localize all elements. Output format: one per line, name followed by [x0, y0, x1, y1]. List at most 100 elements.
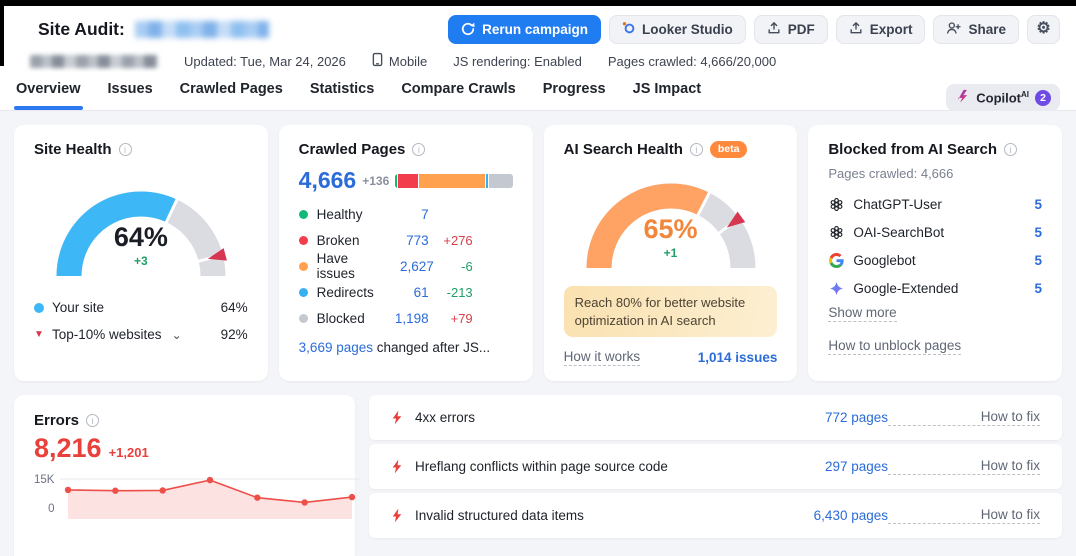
blocked-from-ai-title: Blocked from AI Search [828, 141, 998, 158]
have-issues-dot [298, 261, 308, 271]
info-icon[interactable]: i [412, 143, 426, 156]
js-rendering-status: JS rendering: Enabled [453, 53, 582, 69]
info-icon[interactable]: i [1004, 143, 1018, 156]
rerun-campaign-button[interactable]: Rerun campaign [448, 14, 601, 44]
ai-issues-link[interactable]: 1,014 issues [697, 350, 778, 366]
bot-row-google-extended: Google-Extended 5 [828, 274, 1042, 302]
looker-studio-button[interactable]: Looker Studio [608, 14, 746, 44]
how-to-fix-link[interactable]: How to fix [888, 458, 1040, 475]
info-icon[interactable]: i [689, 143, 703, 156]
mobile-icon [372, 52, 383, 70]
ai-search-health-title: AI Search Health [563, 141, 683, 158]
device-type: Mobile [372, 52, 427, 70]
benchmark-value: 92% [220, 327, 248, 342]
errors-card: Errors i 8,216 +1,201 15K 0 [14, 395, 361, 556]
redirects-dot [298, 287, 308, 297]
bot-row-googlebot: Googlebot 5 [828, 246, 1042, 274]
benchmark-row[interactable]: ▼ Top-10% websites ⌄ 92% [34, 327, 248, 342]
errors-title: Errors [34, 412, 80, 429]
top-issues-list: 4xx errors 772 pages How to fix Hreflang… [369, 395, 1062, 556]
error-bolt-icon [391, 458, 403, 475]
issue-row-4xx[interactable]: 4xx errors 772 pages How to fix [369, 395, 1062, 440]
page-title: Site Audit: [38, 18, 125, 39]
audit-meta-row: Updated: Tue, Mar 24, 2026 Mobile JS ren… [0, 44, 1076, 71]
site-health-card: Site Health i 64% +3 Your site 64% [14, 125, 268, 381]
broken-dot [298, 235, 308, 245]
export-button[interactable]: Export [835, 14, 926, 44]
chevron-down-icon: ⌄ [171, 327, 182, 342]
issue-pages-link[interactable]: 772 pages [824, 410, 888, 425]
crawled-pages-title: Crawled Pages [298, 141, 406, 158]
ai-delta: +1 [663, 246, 678, 260]
looker-studio-icon [622, 21, 635, 37]
your-site-dot [34, 302, 44, 313]
site-health-score: 64% [113, 222, 168, 252]
blocked-dot [298, 313, 308, 323]
ai-score: 65% [643, 214, 698, 244]
y-axis-max: 15K [34, 474, 55, 486]
js-changed-footer: 3,669 pages changed after JS... [298, 340, 491, 355]
how-to-fix-link[interactable]: How to fix [888, 409, 1040, 426]
share-person-icon [946, 21, 962, 38]
issue-pages-link[interactable]: 6,430 pages [813, 508, 888, 523]
beta-badge: beta [709, 141, 748, 158]
issue-row-hreflang[interactable]: Hreflang conflicts within page source co… [369, 444, 1062, 489]
issue-row-structured-data[interactable]: Invalid structured data items 6,430 page… [369, 493, 1062, 538]
header: Site Audit: Rerun campaign Looker Studio… [0, 0, 1076, 111]
how-to-fix-link[interactable]: How to fix [888, 507, 1040, 524]
tab-statistics[interactable]: Statistics [309, 81, 375, 97]
pages-changed-link[interactable]: 3,669 pages [298, 340, 373, 355]
blocked-pages-crawled: Pages crawled: 4,666 [828, 166, 954, 181]
legend-row-have-issues: Have issues 2,627 -6 [298, 251, 513, 281]
info-icon[interactable]: i [118, 143, 132, 156]
bot-row-oai-searchbot: OAI-SearchBot 5 [828, 218, 1042, 246]
triangle-down-icon: ▼ [34, 329, 44, 340]
header-actions: Rerun campaign Looker Studio PDF Export … [448, 14, 1060, 44]
tab-crawled-pages[interactable]: Crawled Pages [179, 81, 283, 97]
site-health-gauge: 64% +3 [34, 168, 248, 286]
legend-row-blocked: Blocked 1,198 +79 [298, 305, 513, 331]
campaign-name-redacted [134, 20, 269, 38]
updated-date: Updated: Tue, Mar 24, 2026 [184, 53, 346, 69]
share-button[interactable]: Share [933, 14, 1019, 44]
upload-icon [849, 21, 863, 38]
tab-js-impact[interactable]: JS Impact [632, 81, 702, 97]
tab-progress[interactable]: Progress [542, 81, 606, 97]
gear-icon: ⚙ [1036, 20, 1051, 37]
crawled-delta: +136 [362, 173, 390, 188]
ai-search-health-card: AI Search Health i beta 65% +1 Reach 80%… [543, 125, 798, 381]
your-site-value: 64% [220, 300, 248, 315]
main-content: Site Health i 64% +3 Your site 64% [0, 111, 1076, 556]
google-icon [828, 252, 844, 268]
error-bolt-icon [391, 507, 403, 524]
tab-overview[interactable]: Overview [14, 81, 82, 110]
ai-optimization-note: Reach 80% for better website optimizatio… [563, 286, 778, 338]
upload-icon [767, 21, 781, 38]
tab-compare-crawls[interactable]: Compare Crawls [401, 81, 516, 97]
bot-row-chatgpt-user: ChatGPT-User 5 [828, 190, 1042, 218]
show-more-link[interactable]: Show more [828, 305, 897, 322]
crawled-total: 4,666 [298, 167, 357, 193]
legend-row-healthy: Healthy 7 [298, 201, 513, 227]
y-axis-min: 0 [48, 503, 55, 515]
blocked-from-ai-card: Blocked from AI Search i Pages crawled: … [808, 125, 1063, 381]
screenshot-left-edge [0, 6, 4, 66]
settings-button[interactable]: ⚙ [1027, 14, 1060, 44]
info-icon[interactable]: i [86, 414, 100, 427]
domain-redacted [30, 54, 158, 68]
error-bolt-icon [391, 409, 403, 426]
site-health-delta: +3 [133, 254, 148, 268]
how-it-works-link[interactable]: How it works [563, 349, 641, 367]
site-health-title: Site Health [34, 141, 112, 158]
tab-issues[interactable]: Issues [107, 81, 153, 97]
pages-crawled-count: Pages crawled: 4,666/20,000 [607, 53, 777, 69]
how-to-unblock-link[interactable]: How to unblock pages [828, 338, 962, 355]
errors-total: 8,216 [34, 433, 102, 463]
copilot-button[interactable]: CopilotAI 2 [946, 84, 1060, 111]
openai-icon [828, 225, 844, 240]
pdf-button[interactable]: PDF [753, 14, 828, 44]
issue-pages-link[interactable]: 297 pages [824, 459, 888, 474]
healthy-dot [298, 209, 308, 219]
copilot-icon [955, 88, 970, 108]
errors-delta: +1,201 [108, 445, 149, 460]
